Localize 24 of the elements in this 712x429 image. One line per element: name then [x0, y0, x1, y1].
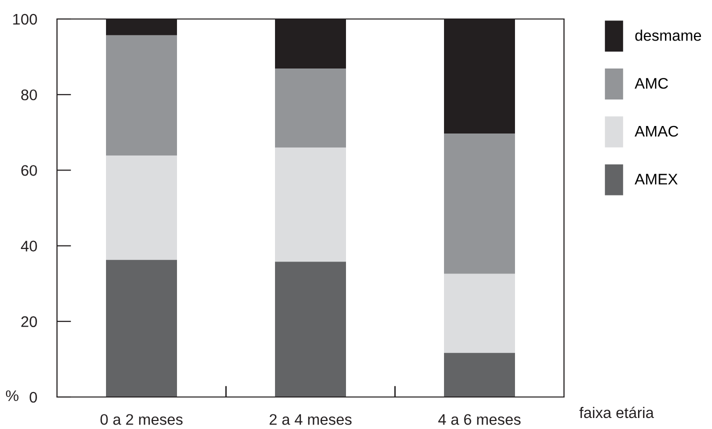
y-tick-label: 40 [20, 240, 37, 252]
legend-label: AMC [634, 78, 668, 89]
bar [275, 262, 346, 397]
bar [275, 68, 346, 148]
y-tick-label: 80 [21, 89, 37, 100]
legend-label: desmame [635, 30, 702, 41]
bar [444, 352, 515, 397]
y-tick-label: 20 [21, 316, 37, 328]
y-tick-label: 60 [21, 165, 37, 176]
bar [275, 148, 346, 262]
bar [106, 155, 177, 260]
bar [106, 35, 177, 156]
y-axis-title: % [6, 390, 18, 402]
x-tick-label: 4 a 6 meses [438, 414, 521, 425]
y-tick-label: 100 [13, 14, 37, 25]
x-tick-label: 2 a 4 meses [270, 414, 352, 425]
bar [444, 274, 515, 353]
y-tick-label: 0 [30, 392, 37, 403]
bar [444, 134, 515, 274]
x-axis-title: faixa etária [579, 406, 654, 418]
x-tick-label: 0 a 2 meses [100, 414, 183, 425]
legend-label: AMAC [634, 126, 678, 137]
bar [106, 260, 177, 397]
legend-label: AMEX [634, 174, 678, 184]
